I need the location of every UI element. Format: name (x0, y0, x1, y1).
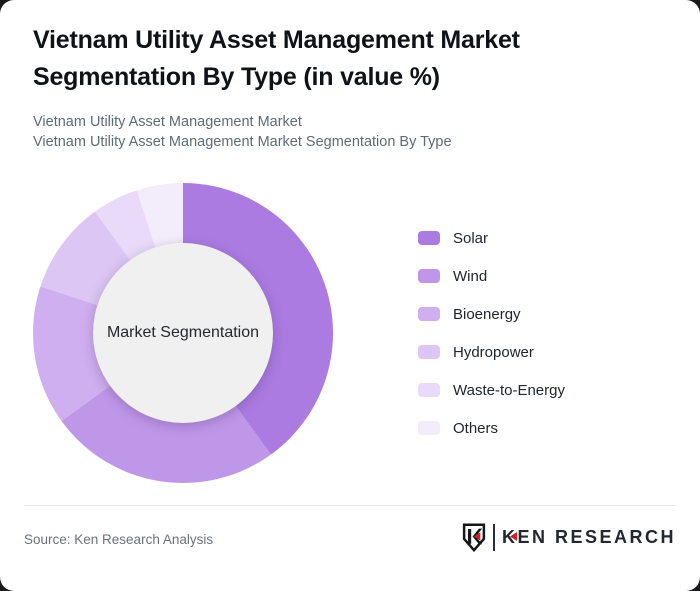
legend-label: Others (453, 419, 499, 437)
legend-item-wind[interactable]: Wind (418, 257, 565, 295)
logo-wordmark: K EN RESEARCH (501, 527, 676, 547)
legend-label: Bioenergy (453, 305, 521, 323)
ken-research-shield-icon (462, 523, 486, 552)
footer-divider (24, 505, 676, 506)
legend-swatch (418, 421, 440, 435)
source-text: Source: Ken Research Analysis (24, 532, 214, 547)
legend-label: Wind (453, 267, 488, 285)
legend-swatch (418, 269, 440, 283)
legend-item-waste-to-energy[interactable]: Waste-to-Energy (418, 371, 565, 409)
legend: Solar Wind Bioenergy Hydropower Waste-to… (418, 219, 565, 447)
legend-swatch (418, 383, 440, 397)
legend-item-hydropower[interactable]: Hydropower (418, 333, 565, 371)
page-title: Vietnam Utility Asset Management Market … (33, 26, 520, 91)
legend-swatch (418, 345, 440, 359)
legend-swatch (418, 307, 440, 321)
donut-chart: Market Segmentation (33, 183, 333, 483)
chart-subtitle-segmentation: Vietnam Utility Asset Management Market … (33, 134, 452, 150)
donut-center-label: Market Segmentation (106, 324, 260, 341)
donut-center: Market Segmentation (93, 243, 273, 423)
logo-separator (492, 524, 495, 551)
legend-label: Waste-to-Energy (453, 381, 565, 399)
logo-k-letter: K (501, 527, 518, 547)
ken-research-logo: K EN RESEARCH (462, 523, 676, 552)
legend-item-solar[interactable]: Solar (418, 219, 565, 257)
logo-red-triangle-icon (509, 532, 517, 541)
chart-subtitle-market: Vietnam Utility Asset Management Market (33, 114, 302, 130)
legend-label: Hydropower (453, 343, 534, 361)
legend-item-bioenergy[interactable]: Bioenergy (418, 295, 565, 333)
legend-item-others[interactable]: Others (418, 409, 565, 447)
legend-label: Solar (453, 229, 489, 247)
legend-swatch (418, 231, 440, 245)
